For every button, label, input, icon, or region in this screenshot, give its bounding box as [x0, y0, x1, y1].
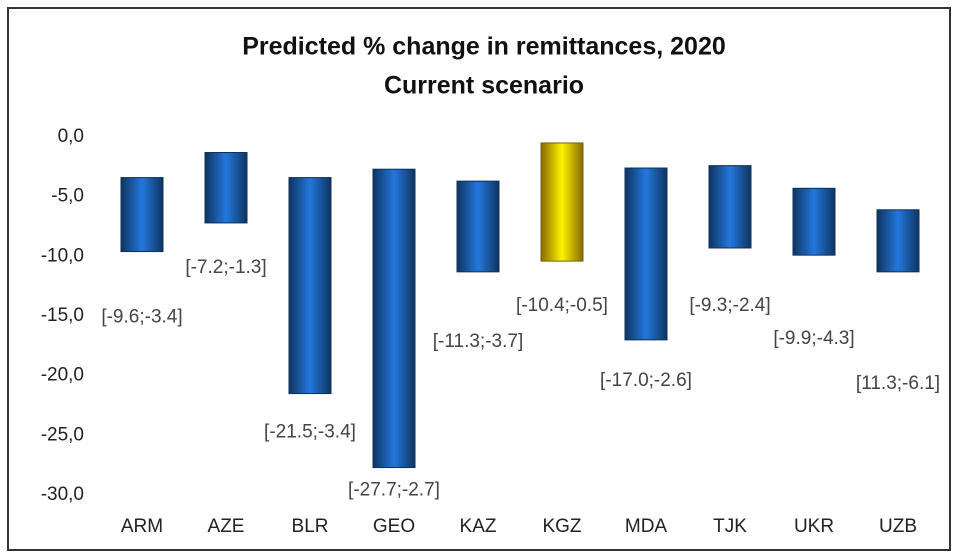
- bar: [540, 142, 584, 262]
- bar: [792, 187, 836, 256]
- data-label: [-10.4;-0.5]: [516, 295, 608, 316]
- chart-subtitle: Current scenario: [384, 72, 584, 100]
- x-tick-label: ARM: [121, 516, 163, 537]
- bar: [204, 152, 248, 224]
- data-label: [-7.2;-1.3]: [185, 257, 266, 278]
- x-tick-label: TJK: [713, 516, 747, 537]
- y-tick-label: -5,0: [51, 186, 84, 207]
- data-label: [-9.3;-2.4]: [689, 295, 770, 316]
- bar: [288, 177, 332, 395]
- data-label: [11.3;-6.1]: [856, 373, 940, 394]
- data-label: [-21.5;-3.4]: [264, 422, 356, 443]
- bar: [876, 209, 920, 273]
- data-label: [-27.7;-2.7]: [348, 480, 440, 501]
- x-tick-label: KGZ: [542, 516, 581, 537]
- y-tick-label: -30,0: [41, 484, 84, 505]
- x-tick-label: BLR: [292, 516, 329, 537]
- bar: [372, 168, 416, 469]
- y-tick-label: -15,0: [41, 305, 84, 326]
- data-label: [-9.6;-3.4]: [101, 307, 182, 328]
- bar: [120, 177, 164, 253]
- y-tick-label: -25,0: [41, 424, 84, 445]
- y-tick-label: -10,0: [41, 245, 84, 266]
- y-tick-label: 0,0: [58, 126, 84, 147]
- x-tick-label: GEO: [373, 516, 415, 537]
- x-tick-label: KAZ: [460, 516, 497, 537]
- y-tick-label: -20,0: [41, 365, 84, 386]
- x-tick-label: UKR: [794, 516, 834, 537]
- bar: [624, 167, 668, 341]
- data-label: [-11.3;-3.7]: [433, 331, 523, 352]
- data-label: [-17.0;-2.6]: [600, 370, 692, 391]
- x-tick-label: UZB: [879, 516, 917, 537]
- x-tick-label: AZE: [208, 516, 245, 537]
- bar: [708, 165, 752, 249]
- bar: [456, 180, 500, 273]
- x-tick-label: MDA: [625, 516, 668, 537]
- chart-border: [7, 7, 951, 551]
- data-label: [-9.9;-4.3]: [773, 328, 854, 349]
- chart-title: Predicted % change in remittances, 2020: [242, 33, 726, 61]
